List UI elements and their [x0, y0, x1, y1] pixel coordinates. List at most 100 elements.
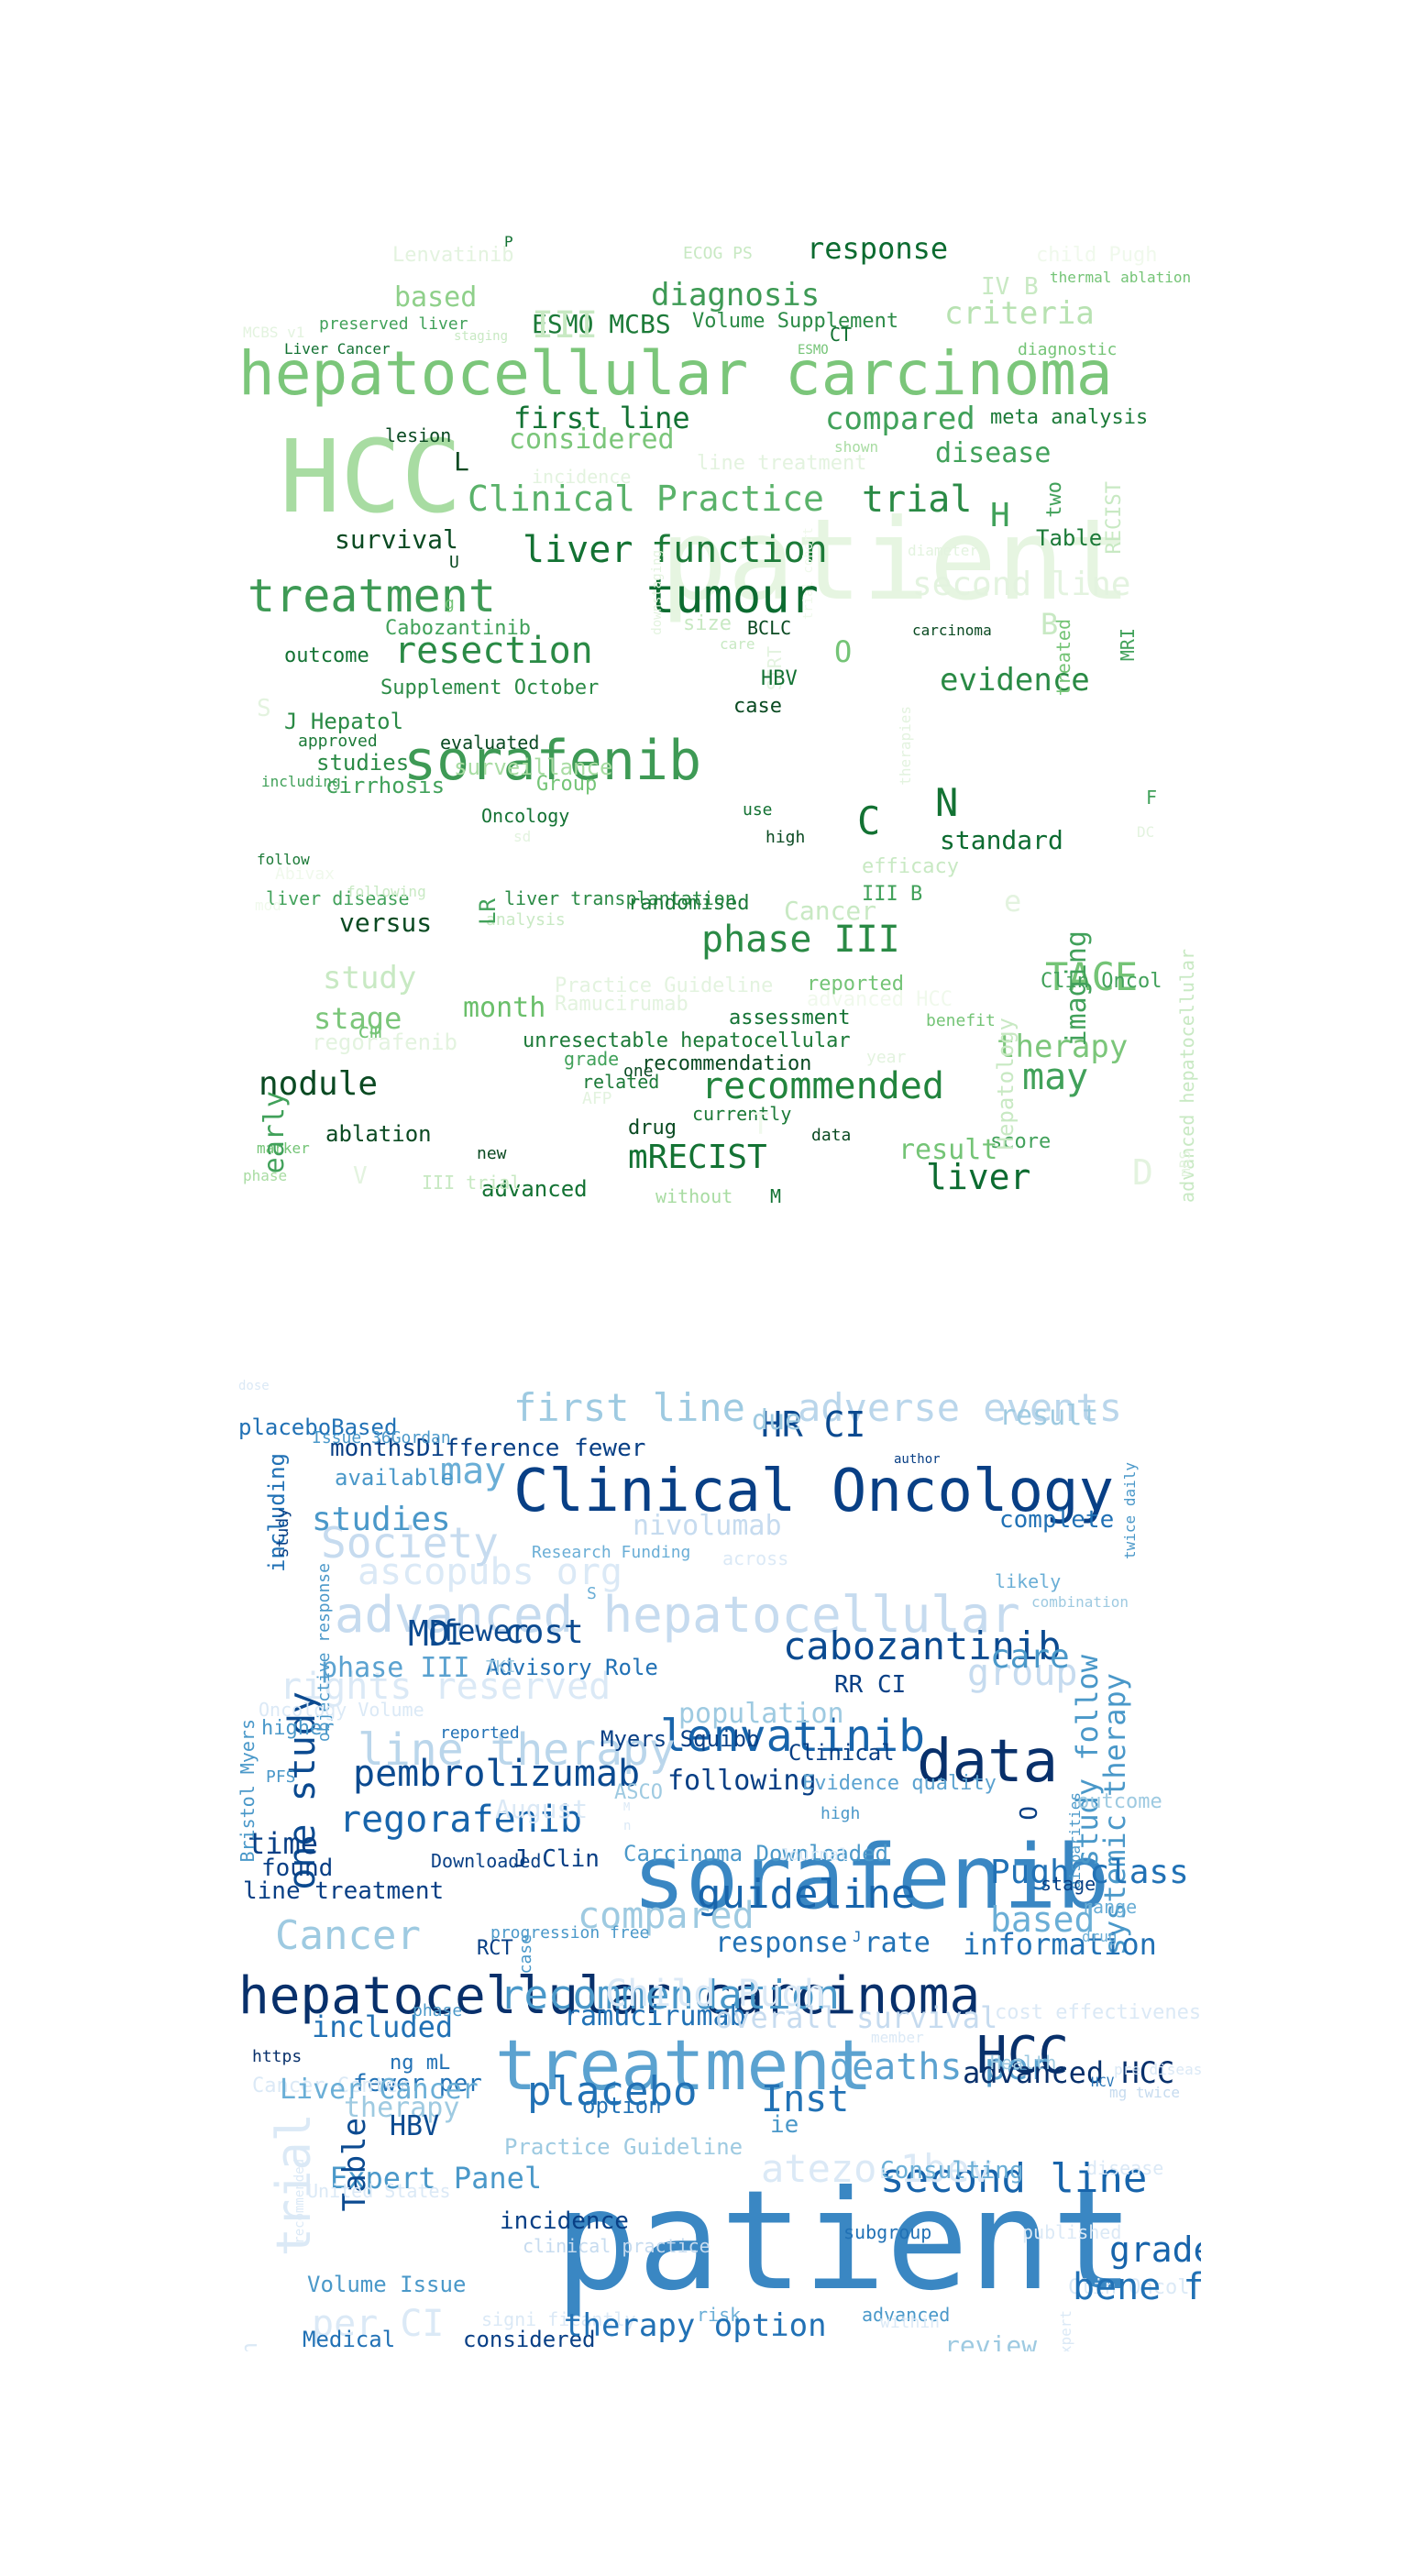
blue-cloud-word: Volume Issue — [307, 2272, 467, 2297]
green-cloud-word: advanced — [481, 1176, 588, 1202]
blue-cloud-word: Downloaded — [431, 1850, 542, 1872]
blue-cloud-word: RCT — [477, 1937, 513, 1960]
blue-cloud-word: member — [871, 2029, 924, 2046]
green-cloud-word: F — [1146, 787, 1158, 809]
green-cloud-word: trial — [862, 479, 973, 521]
green-cloud-word: line treatment — [697, 452, 867, 475]
blue-cloud-word: O — [1016, 1806, 1043, 1821]
blue-cloud-word: regorafenib — [339, 1799, 582, 1841]
green-cloud-word: without — [655, 1185, 733, 1205]
blue-cloud-word: Expert Panel — [330, 2161, 543, 2196]
green-cloud-word: function — [651, 529, 828, 571]
green-cloud-word: diameter — [908, 542, 979, 559]
green-cloud-word: sd — [513, 828, 532, 845]
green-cloud-word: month — [463, 992, 546, 1024]
green-cloud-word: evidence — [940, 662, 1090, 699]
blue-cloud-word: Carcinoma Downloaded — [623, 1841, 888, 1866]
blue-cloud-word: grade — [1109, 2229, 1201, 2270]
blue-cloud-word: Society — [321, 1518, 499, 1568]
blue-cloud-word: pre disease — [1114, 2061, 1201, 2078]
green-cloud-word: preserved liver — [319, 314, 468, 334]
blue-cloud-word: treatment — [495, 2024, 873, 2106]
blue-cloud-word: cost effectiveness — [995, 2001, 1201, 2024]
green-cloud-word: thermal ablation — [1050, 269, 1192, 286]
green-cloud-word: g — [445, 594, 455, 613]
green-cloud-word: sorafenib — [403, 729, 702, 793]
blue-cloud-word: risk — [697, 2304, 742, 2326]
blue-cloud-word: option — [582, 2093, 662, 2119]
green-cloud-word: liver — [926, 1157, 1031, 1197]
green-cloud-word: diagnostic — [1018, 340, 1118, 359]
blue-cloud-word: phase — [413, 2001, 463, 2020]
green-cloud-word: second line — [912, 566, 1131, 603]
green-cloud-word: incidence — [532, 466, 632, 488]
green-cloud-word: LR — [475, 898, 501, 925]
green-cloud-word: phase III — [701, 919, 900, 961]
green-cloud-word: hepatocellular carcinoma — [238, 338, 1113, 409]
green-cloud-word: ECOG PS — [683, 244, 753, 263]
green-cloud-word: Clin Oncol — [1041, 970, 1162, 993]
blue-cloud-word: twice daily — [1121, 1462, 1139, 1559]
green-cloud-word: surveillance — [454, 754, 613, 780]
green-cloud-word: C — [857, 798, 881, 843]
green-cloud-word: regorafenib — [312, 1029, 457, 1055]
blue-cloud-word: Myers Squibb — [600, 1726, 760, 1752]
green-cloud-word: Cancer — [784, 896, 877, 926]
green-cloud-word: treatment — [248, 569, 496, 622]
blue-cloud-word: rights reserved — [280, 1666, 611, 1708]
blue-cloud-word: stage — [1041, 1873, 1096, 1895]
green-cloud-word: mRECIST — [628, 1139, 767, 1176]
green-cloud-word: including — [261, 773, 341, 790]
blue-cloud-word: Bristol Myers — [238, 1719, 259, 1863]
green-cloud-word: criteria — [944, 295, 1095, 332]
green-cloud-word: V — [353, 1162, 368, 1190]
green-cloud-word: mod — [255, 897, 281, 914]
green-cloud-word: reported — [807, 973, 904, 996]
green-cloud-word: recommendation — [642, 1052, 812, 1075]
blue-cloud-word: may — [440, 1450, 507, 1492]
blue-cloud-word: first line — [513, 1385, 745, 1430]
green-cloud-word: one — [623, 1062, 654, 1081]
green-cloud-word: analysis — [486, 910, 566, 930]
green-cloud-word: liver transplantation — [504, 887, 736, 909]
green-cloud-word: Clinical Practice — [468, 479, 824, 519]
green-cloud-word: first line — [513, 401, 690, 435]
blue-cloud-word: August — [495, 1794, 589, 1824]
blue-cloud-word: adverse events — [798, 1385, 1123, 1430]
green-cloud-word: data — [811, 1126, 852, 1145]
blue-cloud-word: considered — [463, 2327, 596, 2351]
green-cloud-word: drug — [628, 1117, 677, 1139]
blue-cloud-word: pembrolizumab — [353, 1753, 641, 1795]
green-cloud-word: AFP — [582, 1089, 612, 1108]
blue-cloud-word: reported — [440, 1723, 520, 1743]
green-cloud-word: downstaging — [650, 550, 665, 635]
green-cloud-word: treated — [1052, 619, 1074, 697]
green-cloud-word: disease — [935, 437, 1052, 469]
green-cloud-word: shown — [834, 438, 879, 456]
green-cloud-word: new — [477, 1144, 507, 1163]
blue-cloud-word: complete — [999, 1506, 1115, 1534]
green-cloud-word: meta analysis — [990, 406, 1149, 429]
blue-cloud-word: likely — [995, 1570, 1062, 1592]
green-cloud-word: liver — [523, 529, 633, 571]
blue-cloud-word: Cancer — [275, 1912, 421, 1959]
green-cloud-word: result — [898, 1134, 998, 1166]
blue-cloud-word: Practice Guideline — [504, 2134, 744, 2160]
blue-cloud-word: fewer — [440, 1613, 529, 1648]
blue-cloud-word: compared — [578, 1895, 755, 1937]
green-cloud-word: outcome — [284, 644, 369, 667]
blue-cloud-word: PFS — [266, 1767, 296, 1787]
blue-cloud-word: RR CI — [834, 1671, 907, 1699]
blue-cloud-word: Journal — [779, 1845, 849, 1865]
green-cloud-word: lesion — [385, 424, 452, 446]
blue-cloud-word: month — [238, 2342, 262, 2351]
green-cloud-word: response — [807, 234, 949, 266]
blue-cloud-word: phase III — [321, 1652, 470, 1684]
green-cloud-word: Liver Cancer — [284, 340, 391, 358]
blue-cloud-word: signi ficantly — [481, 2308, 636, 2330]
green-cloud-word: therapies — [897, 706, 914, 786]
green-cloud-word: compared — [825, 401, 975, 437]
blue-cloud-word: studies — [312, 1501, 451, 1538]
green-cloud-word: liver disease — [266, 887, 410, 909]
blue-cloud-word: HBV — [390, 2110, 440, 2142]
